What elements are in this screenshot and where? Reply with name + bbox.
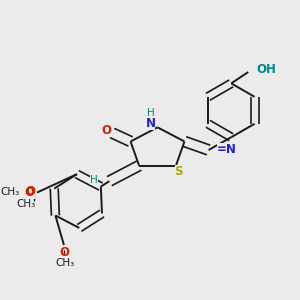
Text: O: O <box>101 124 112 137</box>
Text: CH₃: CH₃ <box>55 258 74 268</box>
Text: =N: =N <box>217 142 236 156</box>
Text: O: O <box>26 185 36 199</box>
Text: S: S <box>175 165 183 178</box>
Text: CH₃: CH₃ <box>16 199 36 209</box>
Text: OH: OH <box>256 63 276 76</box>
Text: O: O <box>25 186 35 199</box>
Text: H: H <box>90 175 98 185</box>
Text: H: H <box>147 108 154 118</box>
Text: O: O <box>59 246 70 259</box>
Text: CH₃: CH₃ <box>1 187 20 197</box>
Text: N: N <box>146 117 155 130</box>
